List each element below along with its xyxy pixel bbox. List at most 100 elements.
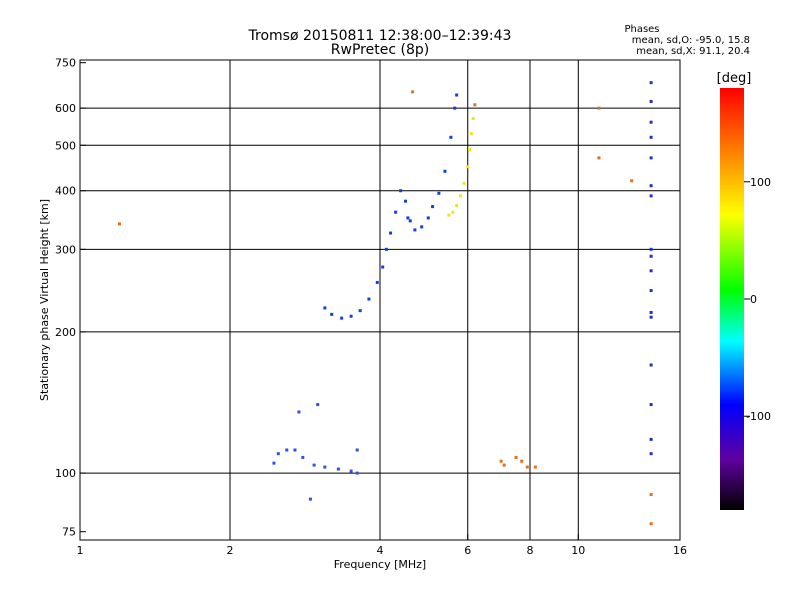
x-tick-label: 8 <box>527 544 534 557</box>
grid-lines <box>80 60 680 540</box>
series-group <box>272 403 359 501</box>
data-point <box>297 410 301 414</box>
y-tick-label: 600 <box>55 102 76 115</box>
phase-stats-o: mean, sd,O: -95.0, 15.8 <box>632 35 750 46</box>
series-group <box>447 117 475 217</box>
data-point <box>316 403 320 407</box>
chart-subtitle: RwPretec (8p) <box>331 42 429 58</box>
colorbar-tick-label: 100 <box>750 176 771 189</box>
y-tick-label: 750 <box>55 57 76 70</box>
phase-stats-heading: Phases <box>624 24 659 35</box>
data-point <box>649 437 653 441</box>
data-point <box>431 205 435 209</box>
data-point <box>462 181 466 185</box>
y-tick-label: 500 <box>55 139 76 152</box>
data-point <box>649 363 653 367</box>
data-point <box>649 120 653 124</box>
data-point <box>323 306 327 310</box>
data-point <box>394 210 398 214</box>
y-tick-label: 400 <box>55 185 76 198</box>
series-group <box>649 81 653 456</box>
axis-ticks: 1 2 4 6 8 10 16 75 100 200 300 400 500 600 750 <box>55 57 687 557</box>
data-point <box>355 448 359 452</box>
data-point <box>272 461 276 465</box>
y-tick-label: 300 <box>55 243 76 256</box>
data-point <box>455 204 459 208</box>
data-point <box>649 310 653 314</box>
data-point <box>649 522 653 526</box>
data-point <box>597 106 601 110</box>
data-point <box>330 312 334 316</box>
colorbar <box>720 88 744 510</box>
data-point <box>323 465 327 469</box>
data-point <box>381 265 385 269</box>
x-tick-label: 1 <box>77 544 84 557</box>
colorbar-ticks: 100 0 -100 <box>744 176 771 423</box>
data-point <box>349 469 353 473</box>
data-point <box>384 247 388 251</box>
data-point <box>525 465 529 469</box>
data-point <box>413 228 417 232</box>
y-tick-label: 200 <box>55 326 76 339</box>
data-point <box>649 135 653 139</box>
data-point <box>420 225 424 229</box>
data-point <box>499 459 503 463</box>
data-point <box>469 131 473 135</box>
data-point <box>375 280 379 284</box>
data-point <box>340 316 344 320</box>
data-point <box>649 289 653 293</box>
data-point <box>649 452 653 456</box>
data-point <box>471 117 475 121</box>
data-point <box>473 103 477 107</box>
x-tick-label: 16 <box>673 544 687 557</box>
data-point <box>649 81 653 85</box>
data-point <box>447 213 451 217</box>
data-point <box>649 184 653 188</box>
x-tick-label: 2 <box>227 544 234 557</box>
data-point <box>649 254 653 258</box>
data-point <box>649 269 653 273</box>
colorbar-tick-label: -100 <box>746 410 771 423</box>
data-point <box>312 463 316 467</box>
series-group <box>323 93 459 320</box>
data-point <box>336 467 340 471</box>
chart-title: Tromsø 20150811 12:38:00–12:39:43 <box>248 28 512 44</box>
data-point <box>276 452 280 456</box>
data-point <box>514 455 518 459</box>
data-point <box>293 448 297 452</box>
data-point <box>502 463 506 467</box>
data-point <box>630 179 634 183</box>
data-point <box>399 189 403 193</box>
data-point <box>408 219 412 223</box>
data-point <box>597 156 601 160</box>
y-tick-label: 100 <box>55 467 76 480</box>
data-point <box>443 169 447 173</box>
data-points <box>117 81 653 526</box>
data-point <box>389 231 393 235</box>
data-point <box>458 194 462 198</box>
data-point <box>649 403 653 407</box>
data-point <box>308 497 312 501</box>
x-tick-label: 4 <box>377 544 384 557</box>
data-point <box>520 459 524 463</box>
data-point <box>466 165 470 169</box>
data-point <box>449 135 453 139</box>
data-point <box>455 93 459 97</box>
series-group <box>117 90 653 526</box>
colorbar-tick-label: 0 <box>750 293 757 306</box>
data-point <box>451 210 455 214</box>
x-axis-label: Frequency [MHz] <box>334 558 426 571</box>
data-point <box>426 216 430 220</box>
data-point <box>437 191 441 195</box>
data-point <box>649 315 653 319</box>
data-point <box>649 493 653 497</box>
data-point <box>649 194 653 198</box>
x-tick-label: 6 <box>464 544 471 557</box>
data-point <box>355 471 359 475</box>
data-point <box>367 297 371 301</box>
data-point <box>117 222 121 226</box>
data-point <box>285 448 289 452</box>
data-point <box>301 455 305 459</box>
data-point <box>468 147 472 151</box>
data-point <box>533 465 537 469</box>
